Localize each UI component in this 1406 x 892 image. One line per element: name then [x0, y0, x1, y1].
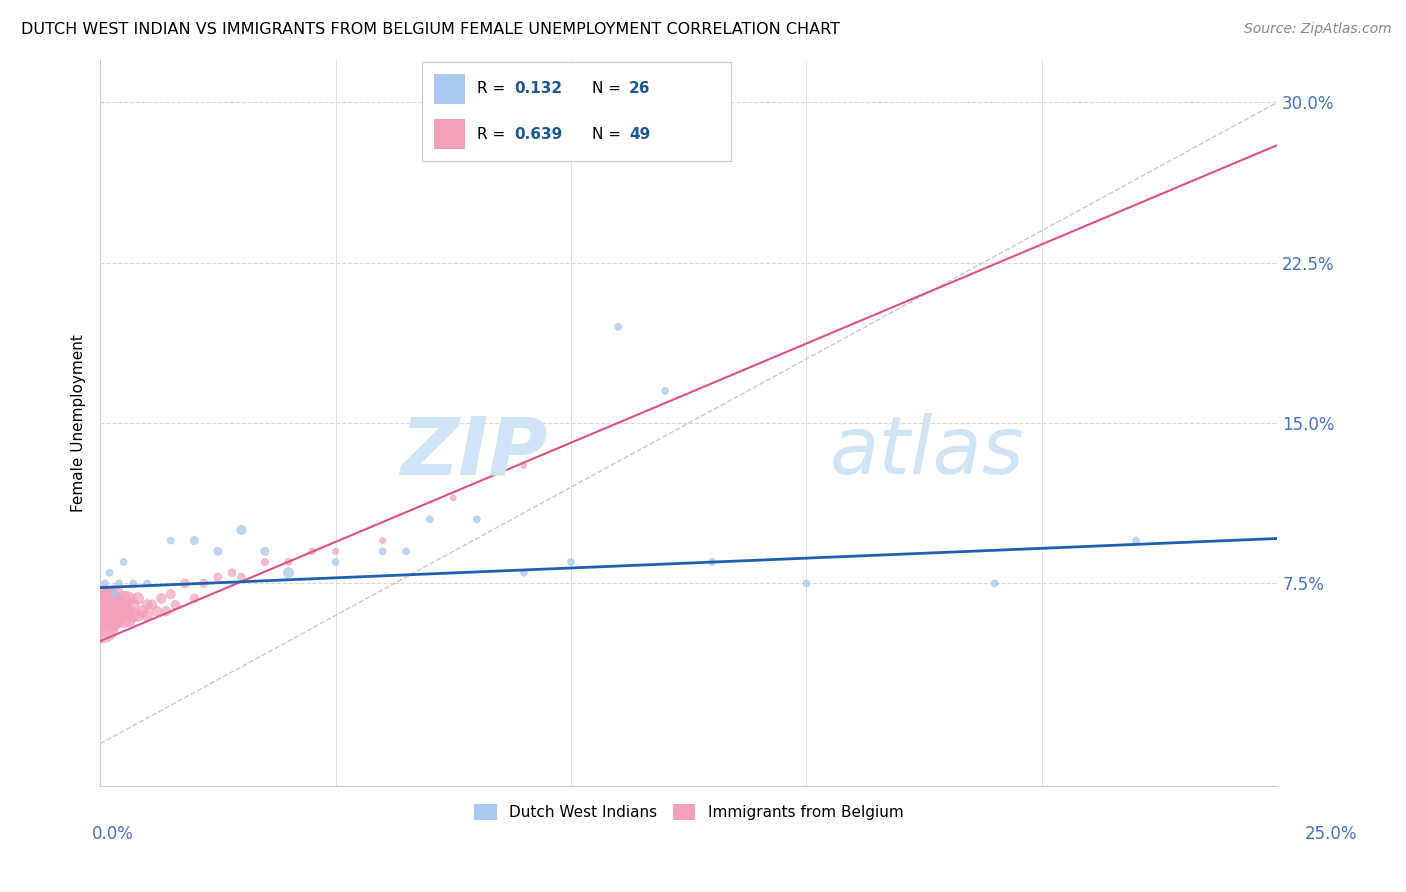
Point	[98, 598, 121, 612]
Point	[325, 544, 347, 558]
Point	[465, 512, 488, 526]
Point	[108, 598, 131, 612]
Point	[984, 576, 1007, 591]
Text: DUTCH WEST INDIAN VS IMMIGRANTS FROM BELGIUM FEMALE UNEMPLOYMENT CORRELATION CHA: DUTCH WEST INDIAN VS IMMIGRANTS FROM BEL…	[21, 22, 841, 37]
Point	[136, 576, 159, 591]
Text: N =: N =	[592, 81, 626, 96]
Point	[607, 319, 630, 334]
Point	[103, 613, 125, 627]
Point	[103, 598, 125, 612]
Point	[103, 604, 125, 618]
Text: 0.639: 0.639	[515, 127, 562, 142]
Point	[654, 384, 676, 398]
Point	[183, 533, 205, 548]
Text: 0.132: 0.132	[515, 81, 562, 96]
Point	[98, 566, 121, 580]
Point	[141, 598, 163, 612]
Text: atlas: atlas	[830, 413, 1025, 491]
Point	[183, 591, 205, 606]
Point	[150, 591, 173, 606]
Point	[277, 555, 299, 569]
Text: R =: R =	[478, 81, 510, 96]
Point	[325, 555, 347, 569]
Point	[94, 604, 117, 618]
Text: Source: ZipAtlas.com: Source: ZipAtlas.com	[1244, 22, 1392, 37]
Point	[94, 598, 117, 612]
Point	[122, 598, 145, 612]
Point	[395, 544, 418, 558]
Point	[419, 512, 441, 526]
Bar	[434, 74, 465, 103]
Point	[301, 544, 323, 558]
Point	[231, 570, 253, 584]
Text: 49: 49	[628, 127, 651, 142]
Point	[103, 587, 125, 601]
Point	[98, 604, 121, 618]
Point	[117, 613, 139, 627]
Point	[127, 608, 149, 623]
Text: N =: N =	[592, 127, 626, 142]
Point	[159, 533, 181, 548]
Point	[112, 604, 135, 618]
Bar	[434, 120, 465, 149]
Point	[131, 604, 153, 618]
Point	[117, 591, 139, 606]
Point	[207, 570, 229, 584]
Point	[103, 587, 125, 601]
Point	[94, 576, 117, 591]
Point	[98, 608, 121, 623]
Point	[193, 576, 215, 591]
Point	[253, 544, 276, 558]
Point	[221, 566, 243, 580]
Point	[560, 555, 582, 569]
Point	[796, 576, 818, 591]
Point	[91, 613, 114, 627]
Point	[155, 604, 177, 618]
Point	[94, 591, 117, 606]
Point	[1125, 533, 1147, 548]
Point	[117, 604, 139, 618]
Point	[108, 604, 131, 618]
Point	[702, 555, 724, 569]
Text: 0.0%: 0.0%	[91, 825, 134, 843]
Point	[513, 458, 536, 473]
Point	[513, 566, 536, 580]
Point	[112, 613, 135, 627]
Point	[277, 566, 299, 580]
Point	[90, 619, 112, 633]
Text: 25.0%: 25.0%	[1305, 825, 1357, 843]
Point	[122, 608, 145, 623]
Text: R =: R =	[478, 127, 510, 142]
Point	[136, 608, 159, 623]
Point	[371, 533, 394, 548]
Point	[98, 591, 121, 606]
Point	[93, 608, 115, 623]
Text: 26: 26	[628, 81, 651, 96]
Point	[112, 555, 135, 569]
Text: ZIP: ZIP	[401, 413, 547, 491]
Y-axis label: Female Unemployment: Female Unemployment	[72, 334, 86, 512]
Point	[122, 576, 145, 591]
Point	[159, 587, 181, 601]
Point	[108, 576, 131, 591]
Point	[145, 604, 167, 618]
Point	[371, 544, 394, 558]
Point	[173, 576, 195, 591]
Point	[127, 591, 149, 606]
Point	[253, 555, 276, 569]
Point	[108, 608, 131, 623]
Point	[136, 598, 159, 612]
Point	[207, 544, 229, 558]
Point	[112, 591, 135, 606]
Point	[165, 598, 187, 612]
Point	[231, 523, 253, 537]
Point	[441, 491, 464, 505]
Legend: Dutch West Indians, Immigrants from Belgium: Dutch West Indians, Immigrants from Belg…	[468, 797, 910, 826]
